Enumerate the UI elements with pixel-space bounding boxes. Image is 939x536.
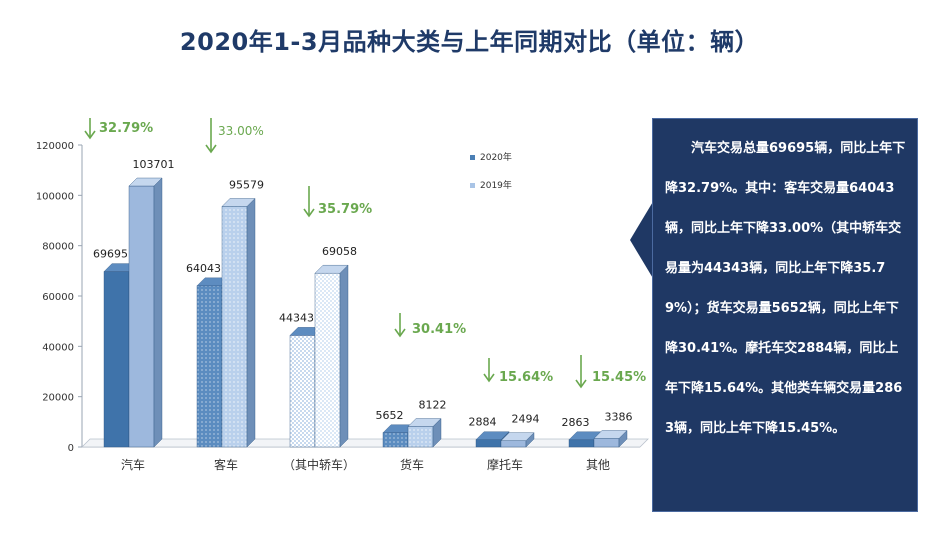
down-arrow-head [483, 373, 495, 383]
bar-2019年-其他 [593, 438, 620, 448]
bar-2020年-货车 [382, 432, 409, 448]
bar-2019年-货车 [407, 426, 434, 448]
x-tick-label: 汽车 [121, 457, 145, 472]
y-tick-label: 100000 [36, 191, 74, 202]
y-tick-label: 0 [68, 443, 74, 454]
data-label: 44343 [279, 311, 314, 324]
y-tick-label: 60000 [42, 292, 74, 303]
chart-floor [81, 438, 649, 448]
change-label: 15.45% [592, 370, 646, 385]
bar-2020年-汽车 [103, 271, 130, 448]
bar-top-2019年-其他 [593, 430, 628, 439]
bar-2019年-（其中轿车） [314, 273, 341, 448]
bar-2019年-汽车 [128, 185, 155, 448]
chart-title: 2020年1-3月品种大类与上年同期对比（单位：辆） [179, 28, 760, 56]
callout-pointer [630, 200, 654, 280]
data-label: 5652 [376, 409, 404, 422]
x-tick-label: （其中轿车） [283, 457, 355, 472]
bar-2020年-（其中轿车） [289, 335, 316, 448]
down-arrow-head [394, 328, 406, 338]
x-tick-label: 客车 [214, 457, 238, 472]
y-tick-label: 80000 [42, 242, 74, 253]
x-tick-label: 其他 [586, 458, 610, 472]
bar-2019年-客车 [221, 206, 248, 448]
legend-swatch-2020年 [470, 155, 475, 160]
bar-2020年-摩托车 [475, 439, 502, 448]
change-label: 32.79% [99, 121, 153, 136]
data-label: 95579 [229, 178, 264, 191]
legend-swatch-2019年 [470, 183, 475, 188]
bar-top-2020年-摩托车 [475, 431, 510, 440]
data-label: 2494 [512, 413, 540, 426]
bar-side-2019年-（其中轿车） [339, 264, 349, 448]
summary-callout: 汽车交易总量69695辆，同比上年下降32.79%。其中：客车交易量64043辆… [652, 118, 918, 512]
down-arrow-head [84, 130, 96, 140]
change-label: 35.79% [318, 202, 372, 217]
change-label: 33.00% [218, 124, 264, 138]
bar-top-2019年-（其中轿车） [314, 265, 349, 274]
data-label: 64043 [186, 262, 221, 275]
data-label: 2884 [469, 416, 497, 429]
bar-2020年-其他 [568, 439, 595, 448]
data-label: 3386 [605, 410, 633, 423]
bar-top-2019年-摩托车 [500, 432, 535, 441]
data-label: 2863 [562, 416, 590, 429]
bar-top-2019年-汽车 [128, 177, 163, 187]
y-tick-label: 120000 [36, 141, 74, 152]
legend-label-2019年: 2019年 [480, 179, 512, 191]
data-label: 69695 [93, 248, 128, 261]
x-tick-label: 摩托车 [487, 457, 523, 472]
data-label: 103701 [133, 158, 175, 171]
bar-top-2019年-货车 [407, 418, 442, 427]
down-arrow-head [575, 379, 587, 389]
data-label: 69058 [322, 245, 357, 258]
bar-top-2019年-客车 [221, 198, 256, 207]
bar-side-2019年-客车 [246, 197, 256, 448]
bar-2019年-摩托车 [500, 440, 527, 448]
data-label: 8122 [419, 399, 447, 412]
change-label: 15.64% [499, 370, 553, 385]
down-arrow-head [205, 144, 217, 154]
bar-2020年-客车 [196, 285, 223, 448]
legend-label-2020年: 2020年 [480, 151, 512, 163]
y-tick-label: 40000 [42, 342, 74, 353]
change-label: 30.41% [412, 322, 466, 337]
bar-side-2019年-汽车 [153, 177, 163, 448]
x-tick-label: 货车 [400, 457, 424, 472]
down-arrow-head [303, 208, 315, 218]
y-tick-label: 20000 [42, 393, 74, 404]
summary-text: 汽车交易总量69695辆，同比上年下降32.79%。其中：客车交易量64043辆… [665, 141, 906, 436]
